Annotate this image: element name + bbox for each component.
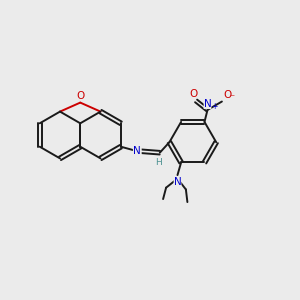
Text: N: N [134,146,141,156]
Text: +: + [212,102,218,111]
Text: H: H [155,158,162,167]
Text: N: N [174,177,182,187]
Text: O: O [190,89,198,99]
Text: ⁻: ⁻ [230,93,235,103]
Text: O: O [224,90,232,100]
Text: O: O [76,91,84,101]
Text: N: N [204,99,212,109]
